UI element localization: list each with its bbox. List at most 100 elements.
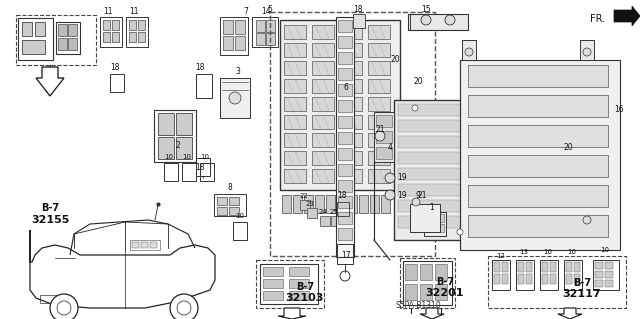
Bar <box>338 36 352 48</box>
Bar <box>526 274 532 284</box>
Bar <box>468 95 608 117</box>
Text: 12: 12 <box>497 253 506 259</box>
Text: 10: 10 <box>600 247 609 253</box>
Circle shape <box>583 48 591 56</box>
Text: 11: 11 <box>129 8 139 17</box>
Bar <box>435 284 447 300</box>
Bar <box>340 79 362 93</box>
Text: 18: 18 <box>195 164 205 173</box>
Bar <box>220 17 248 55</box>
Bar <box>266 20 275 32</box>
Bar <box>312 115 334 129</box>
Bar <box>368 61 390 75</box>
Text: 15: 15 <box>421 5 431 14</box>
Bar <box>408 14 468 30</box>
Bar <box>164 163 178 181</box>
Bar <box>289 267 309 276</box>
Bar <box>564 260 582 290</box>
Bar <box>595 271 603 278</box>
Bar <box>420 264 432 280</box>
Text: 23: 23 <box>305 201 314 207</box>
Bar <box>398 136 470 148</box>
Bar <box>605 262 613 269</box>
Bar <box>368 79 390 93</box>
Bar <box>312 151 334 165</box>
Bar <box>468 125 608 147</box>
Circle shape <box>385 173 395 183</box>
Bar <box>132 242 139 248</box>
Text: S5PA-B1310: S5PA-B1310 <box>395 301 441 310</box>
Polygon shape <box>420 308 444 319</box>
Bar <box>336 17 354 257</box>
Text: 20: 20 <box>413 78 423 86</box>
Bar <box>518 262 524 272</box>
Bar <box>462 40 476 60</box>
Text: 32155: 32155 <box>31 215 69 225</box>
Bar <box>359 195 368 213</box>
Bar <box>35 22 45 36</box>
Bar <box>196 74 212 98</box>
Bar <box>340 97 362 111</box>
Bar <box>338 68 352 80</box>
Text: 10: 10 <box>182 154 191 160</box>
Bar <box>368 115 390 129</box>
Bar <box>58 24 67 36</box>
Bar <box>368 25 390 39</box>
Bar <box>426 224 434 232</box>
Bar <box>312 133 334 147</box>
Circle shape <box>445 15 455 25</box>
Bar <box>370 195 379 213</box>
Bar <box>492 260 510 290</box>
Text: 8: 8 <box>228 183 232 192</box>
Bar <box>320 216 330 226</box>
Bar <box>502 262 508 272</box>
Bar <box>126 17 148 47</box>
Text: 7: 7 <box>244 8 248 17</box>
Bar <box>420 284 432 300</box>
Bar <box>229 197 239 205</box>
Text: 17: 17 <box>341 251 351 261</box>
Bar <box>100 17 122 47</box>
Bar <box>129 32 136 42</box>
Bar <box>138 32 145 42</box>
Bar <box>312 79 334 93</box>
Bar <box>284 151 306 165</box>
Bar <box>338 212 352 224</box>
Bar <box>129 20 136 30</box>
Text: 10: 10 <box>543 249 552 255</box>
Bar <box>468 65 608 87</box>
Text: 18: 18 <box>337 191 347 201</box>
Bar <box>284 115 306 129</box>
Bar <box>398 216 470 228</box>
Bar <box>353 14 365 28</box>
Polygon shape <box>278 308 306 319</box>
Bar <box>381 195 390 213</box>
Bar <box>580 40 594 60</box>
Text: 19: 19 <box>397 191 407 201</box>
Bar <box>312 169 334 183</box>
Bar <box>260 264 318 304</box>
Bar <box>326 195 335 213</box>
Text: 4: 4 <box>388 144 392 152</box>
Bar <box>284 43 306 57</box>
Bar <box>542 262 548 272</box>
Bar <box>337 202 349 216</box>
Text: 32103: 32103 <box>286 293 324 303</box>
Bar <box>338 132 352 144</box>
Bar <box>266 33 275 45</box>
Bar <box>40 295 60 303</box>
Bar <box>516 260 534 290</box>
Bar <box>338 228 352 240</box>
Bar <box>315 195 324 213</box>
Bar <box>368 43 390 57</box>
Bar <box>158 137 174 159</box>
Bar <box>154 110 196 162</box>
Text: 6: 6 <box>344 84 348 93</box>
Text: 10: 10 <box>568 249 577 255</box>
Bar <box>176 137 192 159</box>
Bar <box>550 262 556 272</box>
Bar <box>217 197 227 205</box>
Bar <box>405 264 417 280</box>
Bar <box>223 36 233 50</box>
Bar <box>270 12 435 256</box>
